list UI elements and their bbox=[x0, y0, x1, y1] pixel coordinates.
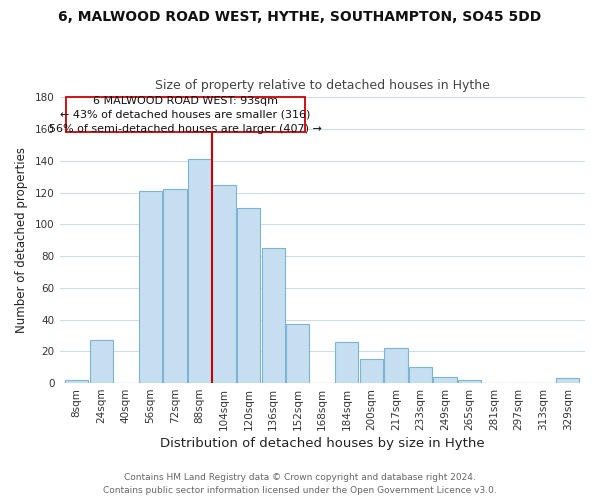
Bar bbox=[409, 367, 432, 383]
Bar bbox=[286, 324, 310, 383]
Bar bbox=[212, 184, 236, 383]
Bar bbox=[65, 380, 88, 383]
Bar bbox=[89, 340, 113, 383]
Title: Size of property relative to detached houses in Hythe: Size of property relative to detached ho… bbox=[155, 79, 490, 92]
Bar bbox=[458, 380, 481, 383]
Bar bbox=[433, 376, 457, 383]
Text: Contains HM Land Registry data © Crown copyright and database right 2024.
Contai: Contains HM Land Registry data © Crown c… bbox=[103, 473, 497, 495]
FancyBboxPatch shape bbox=[65, 98, 305, 132]
Bar bbox=[360, 360, 383, 383]
Bar bbox=[335, 342, 358, 383]
Y-axis label: Number of detached properties: Number of detached properties bbox=[15, 147, 28, 333]
Bar bbox=[163, 190, 187, 383]
Bar bbox=[262, 248, 285, 383]
Text: 6, MALWOOD ROAD WEST, HYTHE, SOUTHAMPTON, SO45 5DD: 6, MALWOOD ROAD WEST, HYTHE, SOUTHAMPTON… bbox=[58, 10, 542, 24]
X-axis label: Distribution of detached houses by size in Hythe: Distribution of detached houses by size … bbox=[160, 437, 485, 450]
Bar bbox=[237, 208, 260, 383]
Bar bbox=[384, 348, 407, 383]
Text: 6 MALWOOD ROAD WEST: 93sqm
← 43% of detached houses are smaller (316)
56% of sem: 6 MALWOOD ROAD WEST: 93sqm ← 43% of deta… bbox=[49, 96, 322, 134]
Bar bbox=[188, 159, 211, 383]
Bar bbox=[139, 191, 162, 383]
Bar bbox=[556, 378, 580, 383]
